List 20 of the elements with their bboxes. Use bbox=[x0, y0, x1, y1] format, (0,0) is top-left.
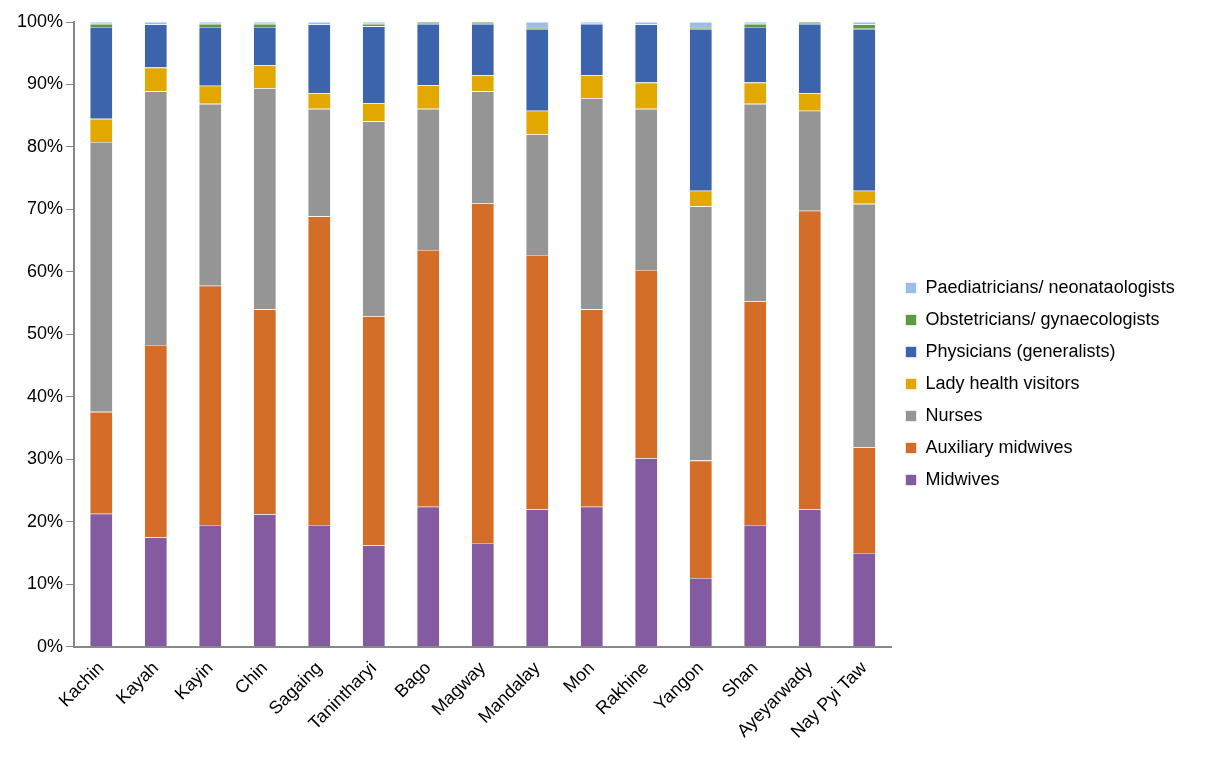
legend-label: Nurses bbox=[925, 404, 983, 425]
legend-label: Lady health visitors bbox=[925, 372, 1080, 393]
x-tick-label: Chin bbox=[230, 657, 272, 698]
y-tick-label: 0% bbox=[37, 635, 64, 656]
legend-label: Obstetricians/ gynaecologists bbox=[925, 308, 1160, 329]
legend-label: Paediatricians/ neonataologists bbox=[925, 276, 1175, 297]
y-tick-label: 90% bbox=[27, 73, 64, 94]
y-tick-label: 10% bbox=[27, 573, 64, 594]
y-tick-label: 80% bbox=[27, 135, 64, 156]
y-tick-label: 40% bbox=[27, 385, 64, 406]
y-tick-label: 20% bbox=[27, 510, 64, 531]
legend-label: Auxiliary midwives bbox=[925, 436, 1073, 457]
y-tick-label: 70% bbox=[27, 198, 64, 219]
legend-label: Physicians (generalists) bbox=[925, 340, 1116, 361]
y-tick-label: 100% bbox=[16, 10, 64, 31]
y-tick-label: 60% bbox=[27, 260, 64, 281]
x-tick-label: Mon bbox=[559, 657, 599, 697]
y-tick-label: 30% bbox=[27, 448, 64, 469]
y-tick-label: 50% bbox=[27, 323, 64, 344]
legend-label: Midwives bbox=[925, 468, 1000, 489]
